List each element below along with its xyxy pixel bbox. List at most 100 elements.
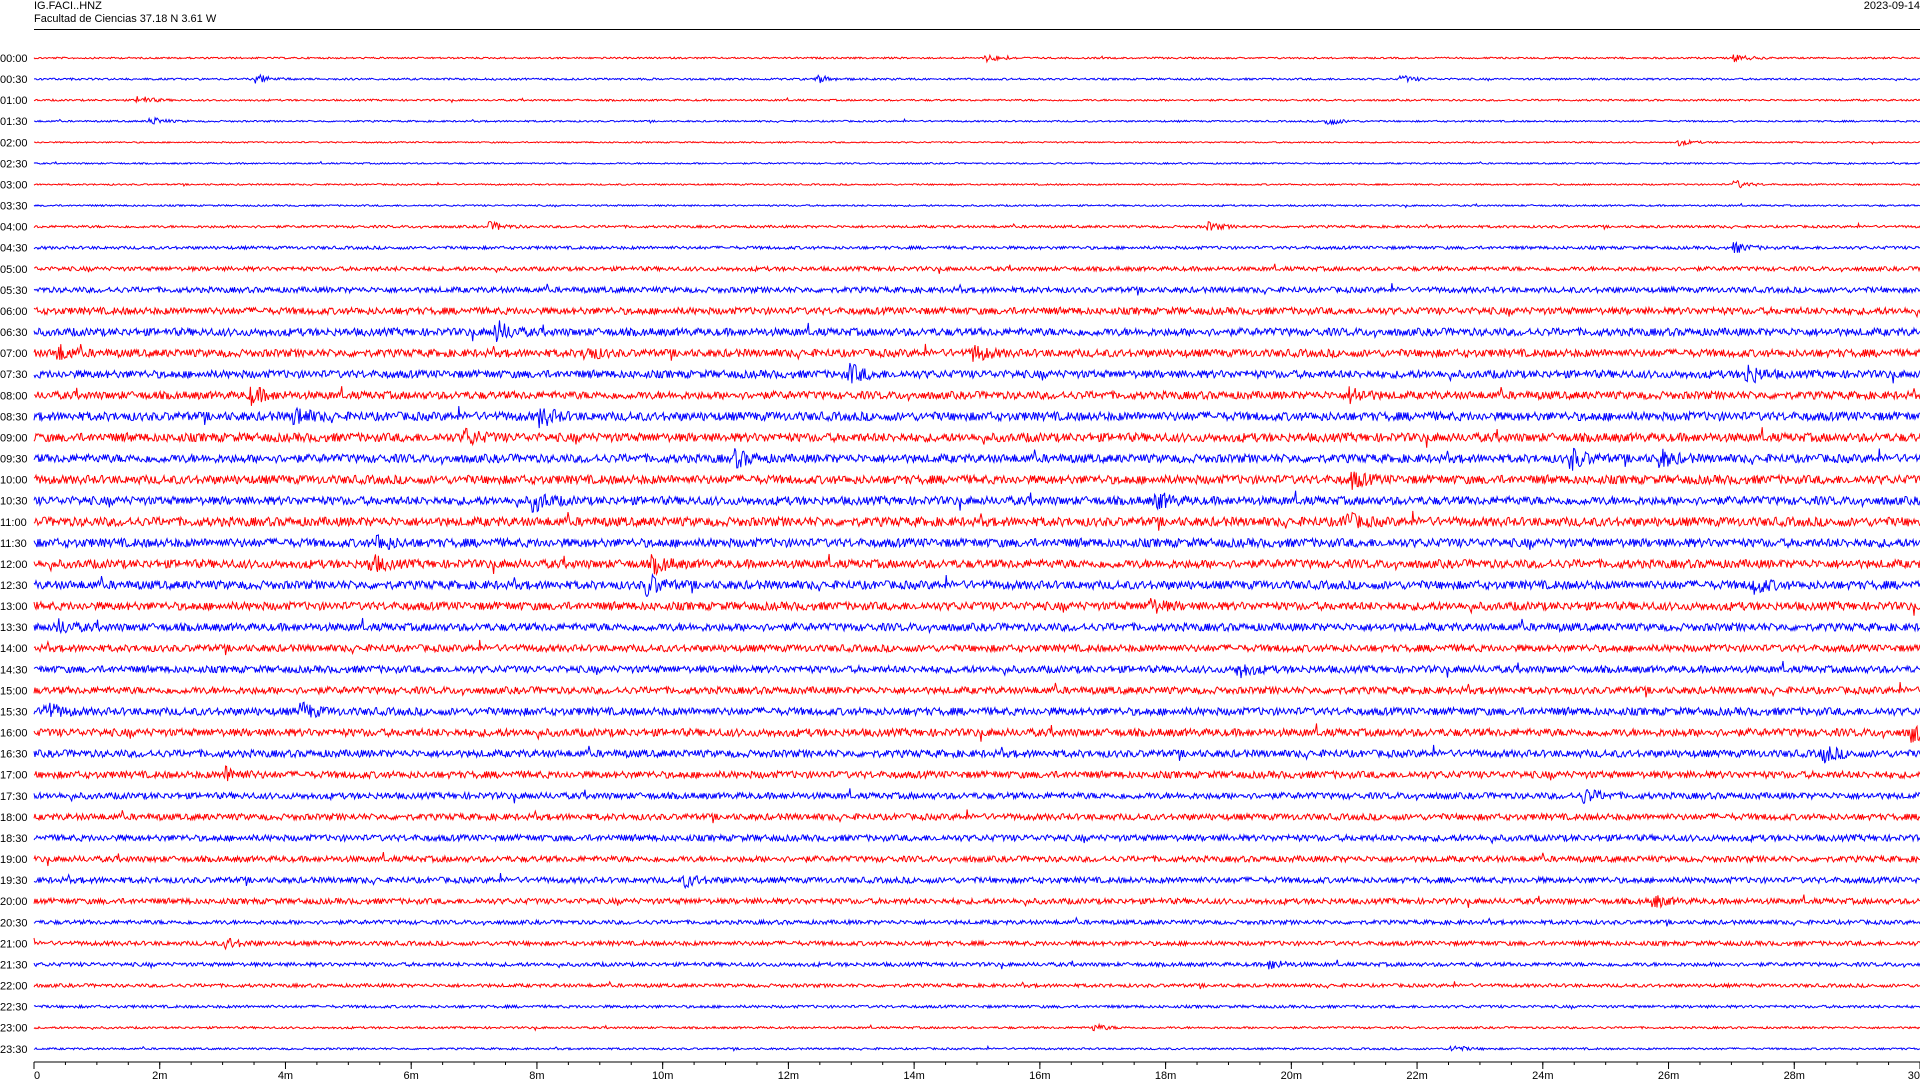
seismogram-trace-1800 <box>33 809 1920 824</box>
row-time-label: 16:30 <box>0 749 28 761</box>
row-time-label: 10:00 <box>0 475 28 487</box>
row-time-label: 04:30 <box>0 243 28 255</box>
x-tick-label: 6m <box>404 1070 419 1080</box>
header-divider <box>34 29 1920 30</box>
seismogram-trace-2030 <box>33 916 1920 927</box>
row-time-label: 20:00 <box>0 896 28 908</box>
seismogram-trace-0830 <box>33 405 1920 429</box>
trace-group <box>33 53 1920 1053</box>
seismogram-trace-1330 <box>33 617 1920 635</box>
row-time-label: 11:00 <box>0 517 27 529</box>
row-time-label: 21:30 <box>0 959 28 971</box>
x-tick-label: 28m <box>1784 1070 1805 1080</box>
row-time-label: 19:00 <box>0 854 28 866</box>
seismogram-trace-0230 <box>33 160 1920 166</box>
x-tick-label: 18m <box>1155 1070 1176 1080</box>
seismogram-trace-0200 <box>34 138 1920 147</box>
seismogram-trace-1830 <box>33 832 1920 845</box>
seismogram-trace-1430 <box>33 660 1920 679</box>
row-time-label: 16:00 <box>0 728 28 740</box>
row-time-label: 07:00 <box>0 348 28 360</box>
row-time-label: 21:00 <box>0 938 28 950</box>
seismogram-trace-0000 <box>33 53 1920 64</box>
row-time-label: 03:30 <box>0 201 28 213</box>
x-tick-label: 10m <box>652 1070 673 1080</box>
seismogram-trace-2100 <box>33 937 1920 951</box>
seismogram-trace-0130 <box>34 116 1920 126</box>
row-time-label: 18:30 <box>0 833 28 845</box>
seismogram-trace-1530 <box>33 701 1920 719</box>
row-time-label: 01:30 <box>0 116 28 128</box>
row-time-label: 00:30 <box>0 74 28 86</box>
seismogram-trace-0400 <box>33 220 1920 231</box>
x-tick-label: 22m <box>1406 1070 1427 1080</box>
x-tick-label: 2m <box>152 1070 167 1080</box>
row-time-label: 08:00 <box>0 390 28 402</box>
row-time-label: 11:30 <box>0 538 27 550</box>
row-time-label: 13:30 <box>0 622 28 634</box>
seismogram-trace-2130 <box>33 959 1920 970</box>
row-time-label: 12:30 <box>0 580 28 592</box>
row-time-label: 14:00 <box>0 643 28 655</box>
seismogram-trace-1200 <box>33 553 1920 577</box>
seismogram-trace-1500 <box>33 681 1920 698</box>
seismogram-trace-0330 <box>33 202 1920 209</box>
seismogram-trace-1300 <box>33 597 1920 616</box>
seismogram-trace-1700 <box>33 765 1920 782</box>
row-time-label: 08:30 <box>0 411 28 423</box>
row-time-label: 17:30 <box>0 791 28 803</box>
seismogram-trace-1900 <box>33 852 1920 867</box>
seismogram-trace-1230 <box>33 572 1920 597</box>
seismogram-trace-1400 <box>33 639 1920 656</box>
seismogram-trace-1130 <box>33 534 1920 550</box>
seismogram-trace-1930 <box>33 873 1920 890</box>
row-time-label: 23:30 <box>0 1044 28 1056</box>
seismogram-trace-1030 <box>33 490 1920 513</box>
x-tick-label: 26m <box>1658 1070 1679 1080</box>
row-time-label: 09:30 <box>0 454 28 466</box>
seismogram-trace-2000 <box>33 894 1920 909</box>
row-time-label: 04:00 <box>0 222 28 234</box>
row-time-label: 07:30 <box>0 369 28 381</box>
row-time-label: 12:00 <box>0 559 28 571</box>
row-time-label: 02:30 <box>0 158 28 170</box>
seismogram-trace-1000 <box>33 471 1920 490</box>
seismogram-trace-0630 <box>33 320 1920 343</box>
x-tick-label: 4m <box>278 1070 293 1080</box>
row-time-label: 18:00 <box>0 812 28 824</box>
row-time-label: 05:30 <box>0 285 28 297</box>
seismogram-trace-1600 <box>33 723 1920 743</box>
seismogram-trace-0600 <box>33 305 1920 319</box>
row-time-label: 15:30 <box>0 706 28 718</box>
row-time-label: 22:30 <box>0 1002 28 1014</box>
row-time-label: 09:00 <box>0 432 28 444</box>
seismogram-trace-2330 <box>33 1044 1920 1053</box>
row-time-label: 15:00 <box>0 685 28 697</box>
seismogram-trace-1100 <box>33 510 1920 531</box>
seismogram-trace-2200 <box>33 980 1920 990</box>
x-tick-label: 16m <box>1029 1070 1050 1080</box>
x-tick-label: 14m <box>903 1070 924 1080</box>
seismogram-trace-0730 <box>33 362 1920 384</box>
seismogram-trace-0700 <box>33 343 1920 362</box>
x-tick-label: 0 <box>34 1070 40 1080</box>
row-time-label: 06:30 <box>0 327 28 339</box>
row-time-label: 05:00 <box>0 264 28 276</box>
row-time-label: 06:00 <box>0 306 28 318</box>
row-time-label: 17:00 <box>0 770 28 782</box>
row-time-label: 20:30 <box>0 917 28 929</box>
x-tick-label: 20m <box>1281 1070 1302 1080</box>
row-time-label: 01:00 <box>0 95 28 107</box>
row-time-label: 23:00 <box>0 1023 28 1035</box>
seismogram-trace-0300 <box>33 180 1920 189</box>
x-tick-label: 8m <box>529 1070 544 1080</box>
x-tick-label: 12m <box>778 1070 799 1080</box>
row-time-label: 13:00 <box>0 601 28 613</box>
row-label-group: 00:00 00:30 01:00 01:30 02:00 02:30 03:00 03:30… <box>0 53 28 1056</box>
x-tick-label: 30 <box>1908 1070 1920 1080</box>
seismogram-trace-1630 <box>33 744 1920 764</box>
seismogram-trace-0930 <box>33 447 1920 471</box>
station-code: IG.FACI..HNZ <box>34 0 102 12</box>
seismogram-trace-2300 <box>33 1022 1920 1032</box>
